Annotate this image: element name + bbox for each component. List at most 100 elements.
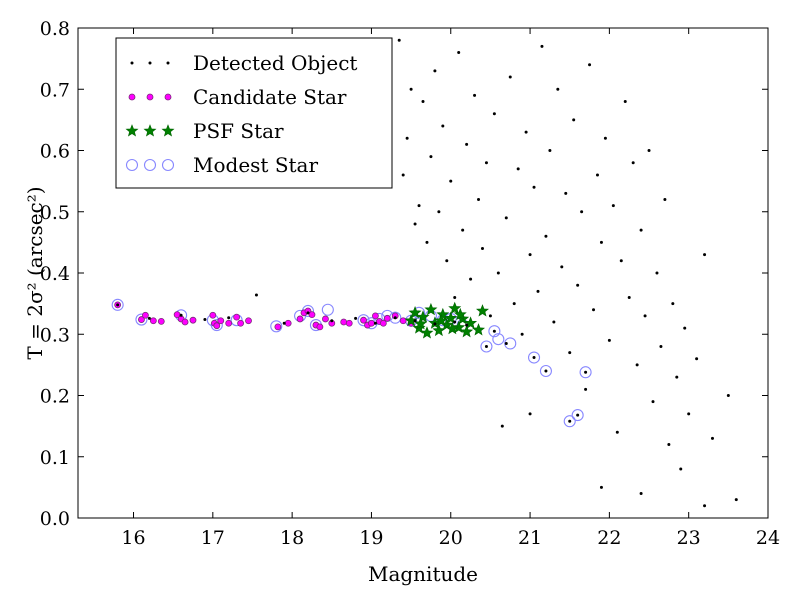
data-point [512,302,516,306]
y-axis-label: T = 2σ² (arcsec²) [23,186,47,359]
legend-box [115,37,393,189]
data-point [687,412,691,416]
data-point [615,430,619,434]
series-small-circle [114,301,415,331]
data-point [465,323,469,327]
legend-marker [128,93,136,101]
data-point [135,313,148,326]
data-point [639,492,643,495]
data-point [564,191,568,195]
data-point [330,319,334,323]
x-tick-label: 20 [439,527,463,549]
legend-marker [146,93,154,101]
data-point [671,302,675,306]
data-point [683,326,687,330]
data-point [568,351,572,355]
data-point [445,259,449,263]
data-point [703,504,707,508]
data-point [434,313,448,327]
data-point [425,240,429,244]
data-point [675,375,679,379]
data-point [227,316,231,320]
data-point [401,173,405,177]
data-point [429,155,433,159]
data-point [611,204,615,208]
data-point [539,364,552,378]
data-point [516,167,520,171]
data-point [504,337,517,350]
legend-items: Detected Object Candidate Star PSF Star Mod… [125,51,357,177]
data-point [496,271,500,275]
data-point [254,293,258,297]
data-point [444,311,458,324]
data-point [580,210,584,214]
legend-item: Detected Object [130,51,357,75]
data-point [354,316,358,320]
data-point [568,419,572,423]
data-point [360,316,367,324]
legend-marker [148,61,152,65]
data-point [576,283,580,287]
data-point [480,340,493,353]
data-point [639,228,643,232]
data-point [492,329,496,333]
data-point [663,198,667,201]
data-point [492,112,496,116]
data-point [703,253,707,257]
data-point [138,316,145,323]
data-point [667,443,671,446]
data-point [457,51,461,54]
data-point [413,319,417,323]
data-point [322,315,329,323]
legend-label: Modest Star [193,153,318,177]
data-point [532,356,536,360]
legend-marker [161,124,175,137]
data-point [607,338,611,342]
data-point [357,314,370,327]
x-tick-label: 22 [597,527,621,549]
y-tick-label: 0.8 [40,18,70,40]
data-point [710,436,714,440]
data-point [484,161,488,165]
data-point [631,161,635,165]
data-point [149,317,157,325]
data-point [452,320,466,334]
data-point [433,322,437,326]
data-point [532,185,536,189]
data-point [592,308,596,312]
data-point [540,44,544,48]
legend-marker [125,158,139,172]
data-point [379,319,387,327]
data-point [448,301,462,315]
data-point [416,310,430,323]
y-tick-label: 0.3 [40,324,70,346]
data-point [492,333,505,346]
y-tick-label: 0.4 [40,263,70,285]
data-point [473,93,477,97]
data-point [508,75,512,79]
data-point [461,228,465,232]
data-point [619,259,623,263]
data-point [217,317,225,325]
data-point [579,366,592,379]
data-point [179,313,183,317]
y-tick-label: 0.1 [40,447,70,469]
data-point [464,316,478,329]
data-point [417,204,421,208]
data-point [147,316,151,320]
data-point [233,313,241,321]
data-point [576,413,580,417]
data-point [213,322,221,330]
data-point [383,314,391,322]
data-point [225,319,233,327]
data-point [726,394,730,397]
data-point [245,317,252,325]
legend-marker [143,158,157,172]
data-point [413,222,417,226]
data-point [465,142,469,146]
data-point [397,38,401,42]
data-point [142,311,149,319]
data-point [306,311,310,315]
data-point [274,323,282,331]
